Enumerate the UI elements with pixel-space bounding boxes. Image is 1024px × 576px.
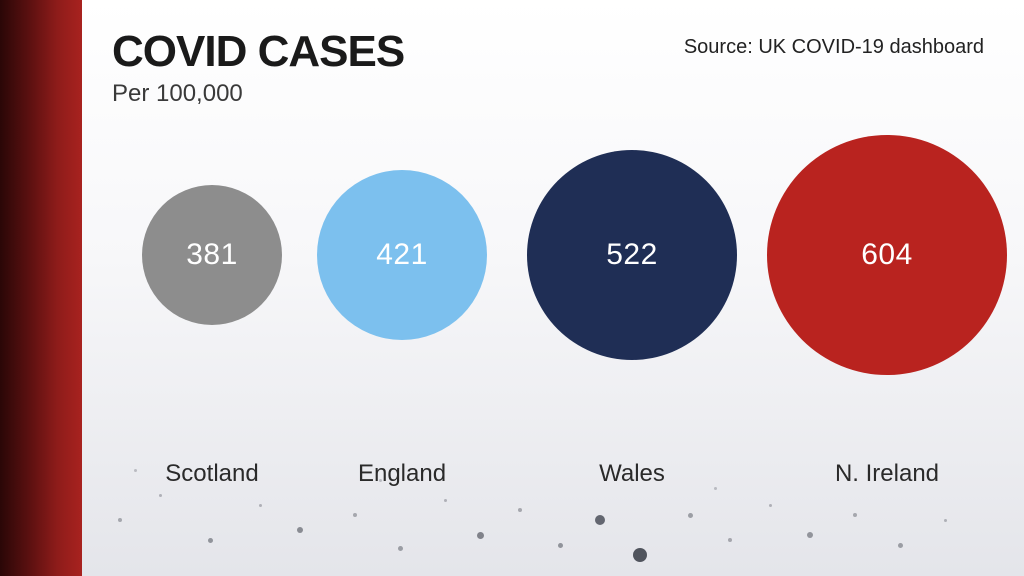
bubble-value: 522 (606, 238, 658, 272)
left-accent-strip (0, 0, 82, 576)
speckle-dot (159, 494, 162, 497)
speckle-dot (134, 469, 137, 472)
bubble-label: Wales (599, 460, 665, 488)
speckle-dot (728, 538, 732, 542)
canvas: COVID CASES Per 100,000 Source: UK COVID… (0, 0, 1024, 576)
speckle-dot (769, 504, 772, 507)
bubble: 522 (527, 150, 737, 360)
bubble: 381 (142, 185, 282, 325)
bubble-label: Scotland (165, 460, 258, 488)
bubble-label: England (358, 460, 446, 488)
speckle-dot (714, 487, 717, 490)
speckle-dot (398, 546, 403, 551)
bubble: 421 (317, 170, 487, 340)
speckle-dot (558, 543, 563, 548)
speckle-dot (353, 513, 357, 517)
speckle-dot (853, 513, 857, 517)
header: COVID CASES Per 100,000 Source: UK COVID… (112, 30, 984, 108)
speckle-dot (379, 479, 382, 482)
chart-title: COVID CASES (112, 30, 404, 74)
bubble-value: 604 (861, 238, 913, 272)
bubble-value: 381 (186, 238, 238, 272)
speckle-dot (477, 532, 484, 539)
speckle-dot (944, 519, 947, 522)
speckle-dot (633, 548, 647, 562)
speckle-dot (518, 508, 522, 512)
speckle-dot (688, 513, 693, 518)
source-label: Source: UK COVID-19 dashboard (684, 36, 984, 59)
chart-subtitle: Per 100,000 (112, 80, 404, 108)
bubble-chart: 381 Scotland 421 England 522 Wales 604 N. Irela… (82, 140, 1024, 576)
title-block: COVID CASES Per 100,000 (112, 30, 404, 108)
speckle-dot (297, 527, 303, 533)
bubble: 604 (767, 135, 1007, 375)
bubble-label: N. Ireland (835, 460, 939, 488)
speckle-dot (807, 532, 813, 538)
speckle-dot (208, 538, 213, 543)
bubble-value: 421 (376, 238, 428, 272)
speckle-dot (444, 499, 447, 502)
speckle-dot (595, 515, 605, 525)
speckle-dot (898, 543, 903, 548)
speckle-dot (118, 518, 122, 522)
speckle-dot (259, 504, 262, 507)
